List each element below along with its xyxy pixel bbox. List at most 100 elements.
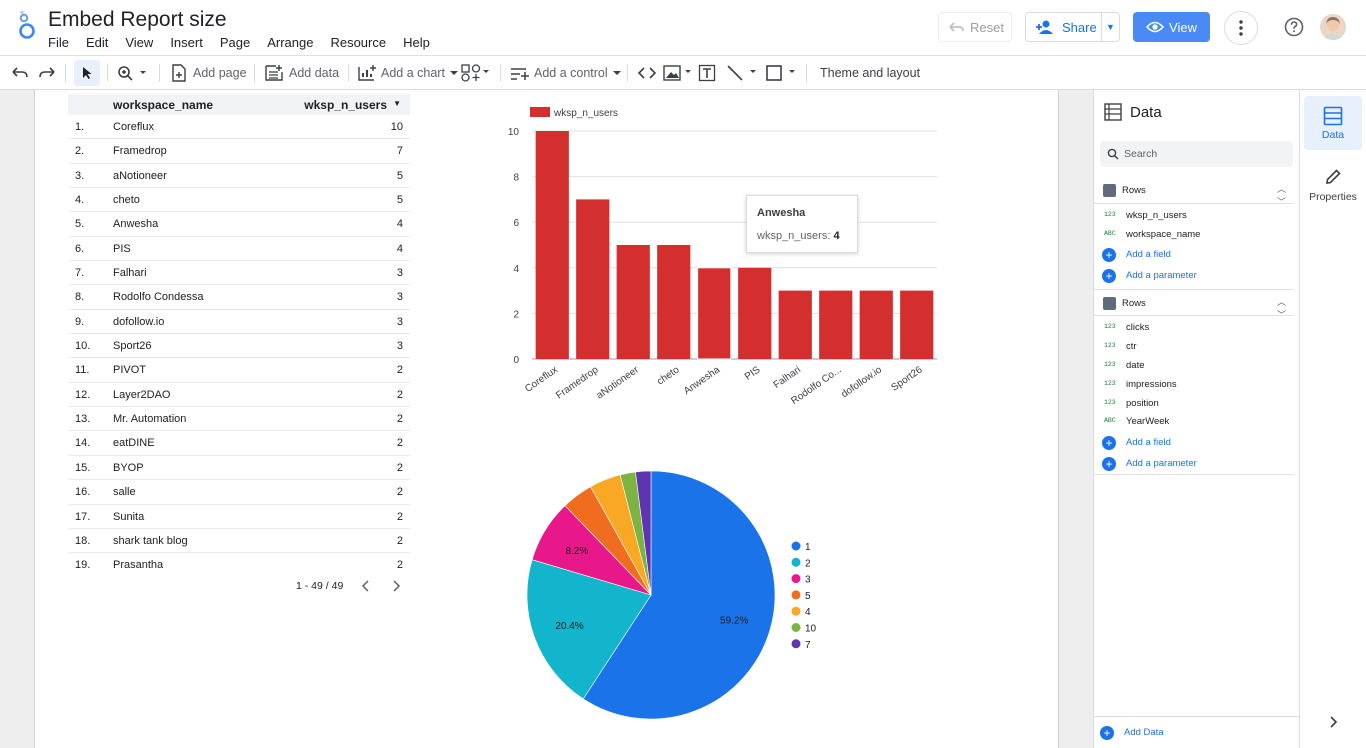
data-source-rows-1[interactable]: Rows ︿ ﹀ <box>1094 177 1294 207</box>
column-header-workspace-name[interactable]: workspace_name <box>113 98 214 112</box>
help-icon[interactable] <box>1284 17 1304 37</box>
menu-help[interactable]: Help <box>403 35 430 50</box>
pie-slice[interactable] <box>582 470 776 720</box>
menu-view[interactable]: View <box>125 35 154 50</box>
user-avatar[interactable] <box>1320 14 1346 40</box>
reset-button[interactable]: Reset <box>938 12 1012 42</box>
cell-wksp-n-users: 7 <box>396 145 403 158</box>
collapse-chevron-icon[interactable]: ︿ ﹀ <box>1276 184 1286 207</box>
table-row[interactable]: 11. PIVOT 2 <box>68 358 410 383</box>
chevron-right-icon[interactable] <box>1326 714 1340 730</box>
data-source-rows-2[interactable]: Rows ︿ ﹀ <box>1094 289 1294 320</box>
rail-tab-properties[interactable]: Properties <box>1304 164 1362 208</box>
bar[interactable] <box>900 290 934 359</box>
bar-chart[interactable]: wksp_n_users 0 2 4 6 8 10 CorefluxFramedropaNot… <box>495 100 955 410</box>
bar[interactable] <box>657 245 691 359</box>
add-field-button[interactable]: + Add a field <box>1094 434 1294 452</box>
table-row[interactable]: 1. Coreflux 10 <box>68 115 410 140</box>
add-parameter-button[interactable]: + Add a parameter <box>1094 455 1294 473</box>
table-row[interactable]: 7. Falhari 3 <box>68 261 410 286</box>
select-pointer-icon[interactable] <box>74 60 100 86</box>
field-item[interactable]: 123 wksp_n_users <box>1094 207 1294 225</box>
table-row[interactable]: 4. cheto 5 <box>68 188 410 213</box>
zoom-icon[interactable] <box>117 56 147 90</box>
menu-page[interactable]: Page <box>219 35 251 50</box>
share-dropdown-icon[interactable]: ▼ <box>1101 13 1119 41</box>
image-icon[interactable] <box>663 56 693 90</box>
share-button[interactable]: Share ▼ <box>1025 12 1120 42</box>
bar[interactable] <box>535 131 569 359</box>
view-button[interactable]: View <box>1133 12 1210 42</box>
pie-slice[interactable] <box>635 470 652 596</box>
chevron-right-icon[interactable] <box>389 578 403 594</box>
report-title[interactable]: Embed Report size <box>48 8 227 31</box>
data-source-name: Rows <box>1122 185 1146 196</box>
add-field-button[interactable]: + Add a field <box>1094 246 1294 264</box>
field-item[interactable]: ABC workspace_name <box>1094 226 1294 244</box>
table-row[interactable]: 19. Prasantha 2 <box>68 553 410 577</box>
bar[interactable] <box>778 290 812 359</box>
bar[interactable] <box>697 267 732 360</box>
add-chart-button[interactable]: Add a chart <box>357 56 459 90</box>
shape-tool-icon[interactable] <box>765 56 799 90</box>
bar[interactable] <box>576 199 610 359</box>
table-row[interactable]: 3. aNotioneer 5 <box>68 164 410 189</box>
menu-edit[interactable]: Edit <box>85 35 109 50</box>
theme-layout-button[interactable]: Theme and layout <box>820 66 921 80</box>
community-viz-button[interactable] <box>461 56 491 90</box>
data-table[interactable]: workspace_name wksp_n_users ▼ 1. Coreflux… <box>68 94 410 578</box>
table-row[interactable]: 13. Mr. Automation 2 <box>68 407 410 432</box>
table-row[interactable]: 9. dofollow.io 3 <box>68 310 410 335</box>
bar[interactable] <box>819 290 853 359</box>
field-item[interactable]: 123 date <box>1094 357 1294 375</box>
bar[interactable] <box>859 290 893 359</box>
table-row[interactable]: 2. Framedrop 7 <box>68 139 410 164</box>
menu-file[interactable]: File <box>48 35 69 50</box>
panel-divider <box>1094 474 1294 475</box>
table-row[interactable]: 18. shark tank blog 2 <box>68 529 410 554</box>
field-item[interactable]: 123 clicks <box>1094 319 1294 337</box>
table-row[interactable]: 5. Anwesha 4 <box>68 212 410 237</box>
pie-slice[interactable] <box>526 559 652 700</box>
undo-icon[interactable] <box>11 56 29 90</box>
field-item[interactable]: ABC YearWeek <box>1094 413 1294 431</box>
field-item[interactable]: 123 impressions <box>1094 376 1294 394</box>
table-row[interactable]: 16. salle 2 <box>68 480 410 505</box>
bar[interactable] <box>616 245 650 359</box>
add-control-button[interactable]: Add a control <box>510 56 622 90</box>
text-box-icon[interactable] <box>698 56 716 90</box>
pie-chart[interactable]: 59.2% 20.4% 8.2% 1 2 3 5 4 10 7 <box>510 460 840 730</box>
cell-workspace-name: cheto <box>113 194 140 207</box>
field-item[interactable]: 123 ctr <box>1094 338 1294 356</box>
redo-icon[interactable] <box>38 56 56 90</box>
menu-insert[interactable]: Insert <box>170 35 203 50</box>
table-row[interactable]: 14. eatDINE 2 <box>68 431 410 456</box>
add-parameter-button[interactable]: + Add a parameter <box>1094 267 1294 285</box>
field-item[interactable]: 123 position <box>1094 395 1294 413</box>
table-row[interactable]: 8. Rodolfo Condessa 3 <box>68 285 410 310</box>
line-tool-icon[interactable] <box>726 56 758 90</box>
table-row[interactable]: 10. Sport26 3 <box>68 334 410 359</box>
cell-wksp-n-users: 4 <box>396 242 403 255</box>
rail-tab-data[interactable]: Data <box>1304 96 1362 150</box>
chevron-left-icon[interactable] <box>359 578 373 594</box>
table-row[interactable]: 6. PIS 4 <box>68 237 410 262</box>
table-row[interactable]: 15. BYOP 2 <box>68 456 410 481</box>
column-header-wksp-n-users[interactable]: wksp_n_users <box>304 98 387 112</box>
row-number: 15. <box>75 461 91 474</box>
embed-code-icon[interactable] <box>637 56 657 90</box>
add-data-panel-button[interactable]: + Add Data <box>1094 716 1299 748</box>
table-row[interactable]: 17. Sunita 2 <box>68 505 410 529</box>
looker-studio-logo-icon[interactable] <box>14 10 40 40</box>
bar[interactable] <box>738 267 772 359</box>
add-data-button[interactable]: Add data <box>264 56 339 90</box>
field-search-box[interactable] <box>1100 141 1293 167</box>
menu-resource[interactable]: Resource <box>330 35 387 50</box>
table-row[interactable]: 12. Layer2DAO 2 <box>68 383 410 408</box>
menu-arrange[interactable]: Arrange <box>267 35 314 50</box>
add-page-button[interactable]: Add page <box>170 56 247 90</box>
sort-descending-icon[interactable]: ▼ <box>393 99 401 108</box>
collapse-chevron-icon[interactable]: ︿ ﹀ <box>1276 297 1286 320</box>
more-options-icon[interactable] <box>1224 11 1258 45</box>
search-input[interactable] <box>1124 145 1284 163</box>
